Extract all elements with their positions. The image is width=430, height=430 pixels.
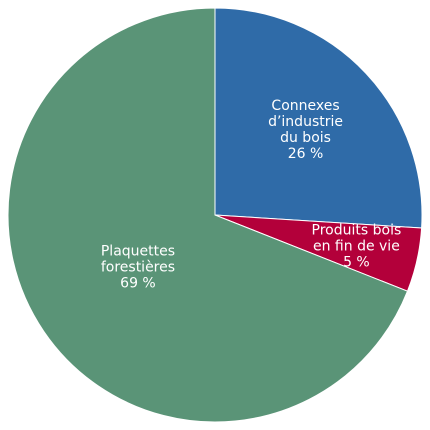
slice-label: Connexes: [271, 98, 339, 114]
slice-label: du bois: [280, 130, 331, 146]
slice-value-label: 26 %: [288, 146, 324, 162]
slice-label: en fin de vie: [313, 239, 400, 255]
slice-label: forestières: [101, 259, 175, 275]
pie-slice: [7, 7, 409, 423]
slice-value-label: 69 %: [120, 275, 156, 291]
pie-slice: [214, 7, 423, 229]
slice-label: Produits bois: [312, 223, 402, 239]
slice-label: d’industrie: [268, 114, 343, 130]
slice-label: Plaquettes: [101, 243, 175, 259]
slice-value-label: 5 %: [343, 255, 370, 271]
